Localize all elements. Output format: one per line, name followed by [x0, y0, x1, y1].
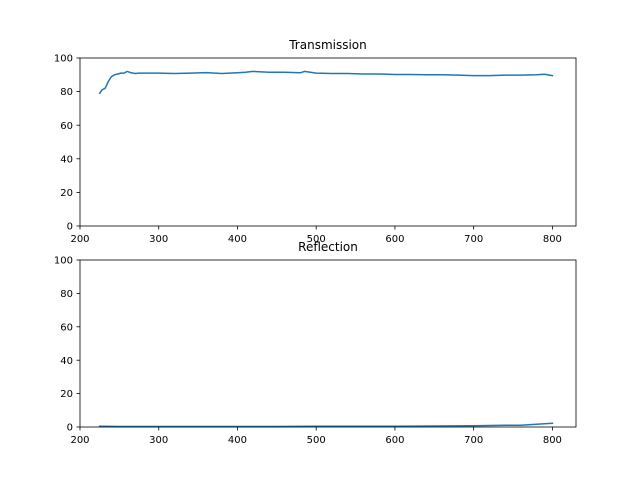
y-tick-label: 80: [60, 289, 73, 300]
x-tick-label: 600: [385, 435, 404, 446]
y-tick-label: 100: [54, 54, 73, 65]
x-tick-label: 300: [149, 234, 168, 245]
chart-title: Reflection: [298, 240, 358, 254]
y-tick-label: 60: [60, 322, 73, 333]
y-tick-label: 20: [60, 389, 73, 400]
series-line-1-0: [98, 422, 554, 428]
x-tick-label: 200: [70, 234, 89, 245]
subplot-transmission: 200 300 400 500 600 700 800 0 20 40 60 80 100 Transmi…: [54, 38, 577, 245]
x-tick-label: 700: [464, 234, 483, 245]
y-tick-label: 80: [60, 87, 73, 98]
chart-title: Transmission: [288, 38, 367, 52]
y-tick-label: 40: [60, 154, 73, 165]
subplot-reflection: 200 300 400 500 600 700 800 0 20 40 60 80 100 Reflect…: [54, 240, 577, 446]
x-tick-label: 800: [543, 435, 562, 446]
y-tick-label: 60: [60, 121, 73, 132]
x-tick-label: 700: [464, 435, 483, 446]
y-tick-label: 0: [67, 423, 73, 434]
y-tick-label: 100: [54, 256, 73, 267]
x-tick-label: 200: [70, 435, 89, 446]
series-line-0-0: [98, 70, 554, 95]
x-tick-label: 500: [307, 435, 326, 446]
axes-frame: [79, 259, 577, 428]
y-tick-label: 0: [67, 222, 73, 233]
x-tick-label: 600: [385, 234, 404, 245]
x-tick-label: 400: [228, 234, 247, 245]
x-tick-label: 500: [307, 234, 326, 245]
y-tick-label: 40: [60, 356, 73, 367]
axes-frame: [79, 57, 577, 227]
x-tick-label: 400: [228, 435, 247, 446]
x-tick-label: 300: [149, 435, 168, 446]
plots-container: 200 300 400 500 600 700 800020406080100Transmi…: [54, 38, 577, 446]
x-tick-label: 800: [543, 234, 562, 245]
y-tick-label: 20: [60, 188, 73, 199]
